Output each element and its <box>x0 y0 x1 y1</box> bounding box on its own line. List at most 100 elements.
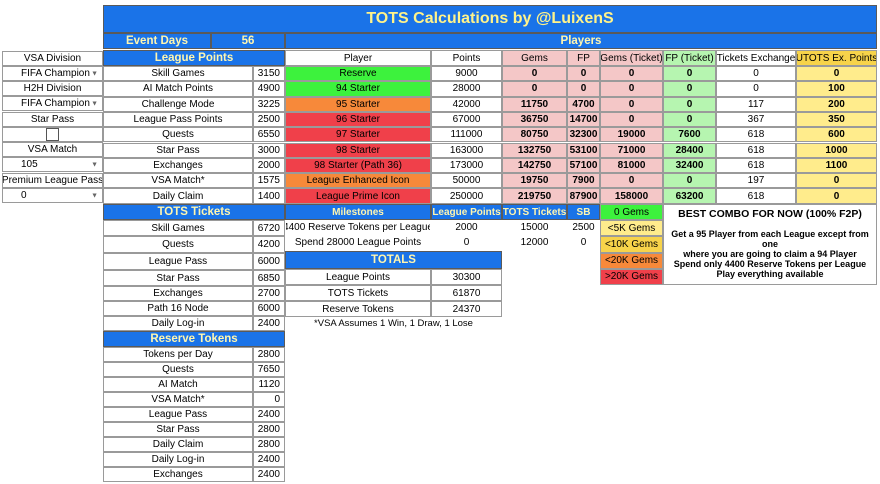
table-cell: 1100 <box>796 157 877 174</box>
column-header: FP <box>567 50 600 66</box>
reserve-tokens-value: 2800 <box>253 422 285 437</box>
league-points-value: 3225 <box>253 96 285 112</box>
best-combo-title: BEST COMBO FOR NOW (100% F2P) <box>678 208 862 220</box>
table-cell: 0 <box>663 111 716 128</box>
event-days-label: Event Days <box>103 33 211 49</box>
reserve-tokens-value: 0 <box>253 392 285 407</box>
league-points-label: AI Match Points <box>103 81 253 97</box>
table-cell: 618 <box>716 188 796 204</box>
totals-value: 24370 <box>431 301 502 317</box>
league-points-value: 2000 <box>253 157 285 174</box>
page-title: TOTS Calculations by @LuixenS <box>103 5 877 33</box>
league-points-label: Quests <box>103 127 253 143</box>
reserve-tokens-label: AI Match <box>103 377 253 392</box>
column-header: Points <box>431 50 502 66</box>
table-cell: 87900 <box>567 188 600 204</box>
table-cell: 19000 <box>600 127 663 143</box>
league-points-value: 2500 <box>253 111 285 128</box>
chevron-down-icon: ▼ <box>91 161 98 168</box>
milestones-column-header: TOTS Tickets <box>502 204 567 220</box>
setting-dropdown[interactable]: 105 ▼ <box>2 157 103 172</box>
table-cell: 132750 <box>502 142 567 158</box>
table-cell: 80750 <box>502 127 567 143</box>
table-cell: 0 <box>567 66 600 82</box>
best-combo-line: Spend only 4400 Reserve Tokens per Leagu… <box>673 259 867 269</box>
milestones-column-header: League Points <box>431 204 502 220</box>
league-points-value: 3150 <box>253 66 285 82</box>
dropdown-value: 0 <box>21 190 27 201</box>
tots-tickets-header: TOTS Tickets <box>103 204 285 220</box>
setting-dropdown[interactable]: 0 ▼ <box>2 188 103 203</box>
star-pass-checkbox[interactable] <box>46 128 59 141</box>
table-cell: 4700 <box>567 96 600 112</box>
chevron-down-icon: ▼ <box>91 70 98 77</box>
setting-dropdown[interactable]: FIFA Champion ▼ <box>2 66 103 81</box>
reserve-tokens-label: Quests <box>103 362 253 377</box>
table-cell: 50000 <box>431 173 502 189</box>
star-pass-checkbox-cell[interactable] <box>2 127 103 142</box>
table-cell: 9000 <box>431 66 502 82</box>
reserve-tokens-value: 1120 <box>253 377 285 392</box>
league-points-label: Exchanges <box>103 157 253 174</box>
league-points-label: VSA Match* <box>103 173 253 189</box>
reserve-tokens-value: 7650 <box>253 362 285 377</box>
tots-tickets-label: Star Pass <box>103 270 253 286</box>
reserve-tokens-label: Exchanges <box>103 467 253 482</box>
player-name: 97 Starter <box>285 127 431 143</box>
tots-tickets-label: Path 16 Node <box>103 301 253 316</box>
column-header: Gems <box>502 50 567 66</box>
totals-label: Reserve Tokens <box>285 301 431 317</box>
tots-tickets-value: 6850 <box>253 270 285 286</box>
setting-dropdown[interactable]: FIFA Champion ▼ <box>2 96 103 111</box>
table-cell: 618 <box>716 157 796 174</box>
table-cell: 158000 <box>600 188 663 204</box>
league-points-label: Star Pass <box>103 142 253 158</box>
league-points-value: 6550 <box>253 127 285 143</box>
totals-header: TOTALS <box>285 251 502 269</box>
table-cell: 0 <box>663 173 716 189</box>
table-cell: 0 <box>716 66 796 82</box>
player-name: 98 Starter (Path 36) <box>285 157 431 174</box>
legend-item: <10K Gems <box>600 236 663 253</box>
legend-item: <20K Gems <box>600 252 663 269</box>
tots-tickets-value: 2400 <box>253 316 285 331</box>
tots-tickets-label: Quests <box>103 236 253 253</box>
table-cell: 1000 <box>796 142 877 158</box>
reserve-tokens-value: 2400 <box>253 452 285 467</box>
table-cell: 350 <box>796 111 877 128</box>
column-header: Tickets Exchange <box>716 50 796 66</box>
table-cell: 0 <box>796 188 877 204</box>
table-cell: 71000 <box>600 142 663 158</box>
best-combo-line: Play everything available <box>716 269 824 279</box>
table-cell: 618 <box>716 127 796 143</box>
tots-tickets-label: Exchanges <box>103 286 253 301</box>
table-cell: 0 <box>663 66 716 82</box>
table-cell: 219750 <box>502 188 567 204</box>
column-header: FP (Ticket) <box>663 50 716 66</box>
table-cell: 7600 <box>663 127 716 143</box>
table-cell: 200 <box>796 96 877 112</box>
tots-tickets-value: 6000 <box>253 253 285 270</box>
table-cell: 0 <box>600 96 663 112</box>
league-points-label: Challenge Mode <box>103 96 253 112</box>
milestone-value: 0 <box>580 237 587 248</box>
reserve-tokens-label: Daily Claim <box>103 437 253 452</box>
reserve-tokens-label: Star Pass <box>103 422 253 437</box>
table-cell: 163000 <box>431 142 502 158</box>
table-cell: 19750 <box>502 173 567 189</box>
tots-tickets-value: 6000 <box>253 301 285 316</box>
milestone-label: 4400 Reserve Tokens per League <box>285 222 431 233</box>
setting-label: H2H Division <box>2 81 103 96</box>
table-cell: 14700 <box>567 111 600 128</box>
reserve-tokens-value: 2400 <box>253 407 285 422</box>
table-cell: 32400 <box>663 157 716 174</box>
table-cell: 36750 <box>502 111 567 128</box>
table-cell: 32300 <box>567 127 600 143</box>
league-points-header: League Points <box>103 50 285 66</box>
table-cell: 142750 <box>502 157 567 174</box>
table-cell: 117 <box>716 96 796 112</box>
table-cell: 600 <box>796 127 877 143</box>
table-cell: 0 <box>600 66 663 82</box>
reserve-tokens-value: 2400 <box>253 467 285 482</box>
column-header: Gems (Ticket) <box>600 50 663 66</box>
